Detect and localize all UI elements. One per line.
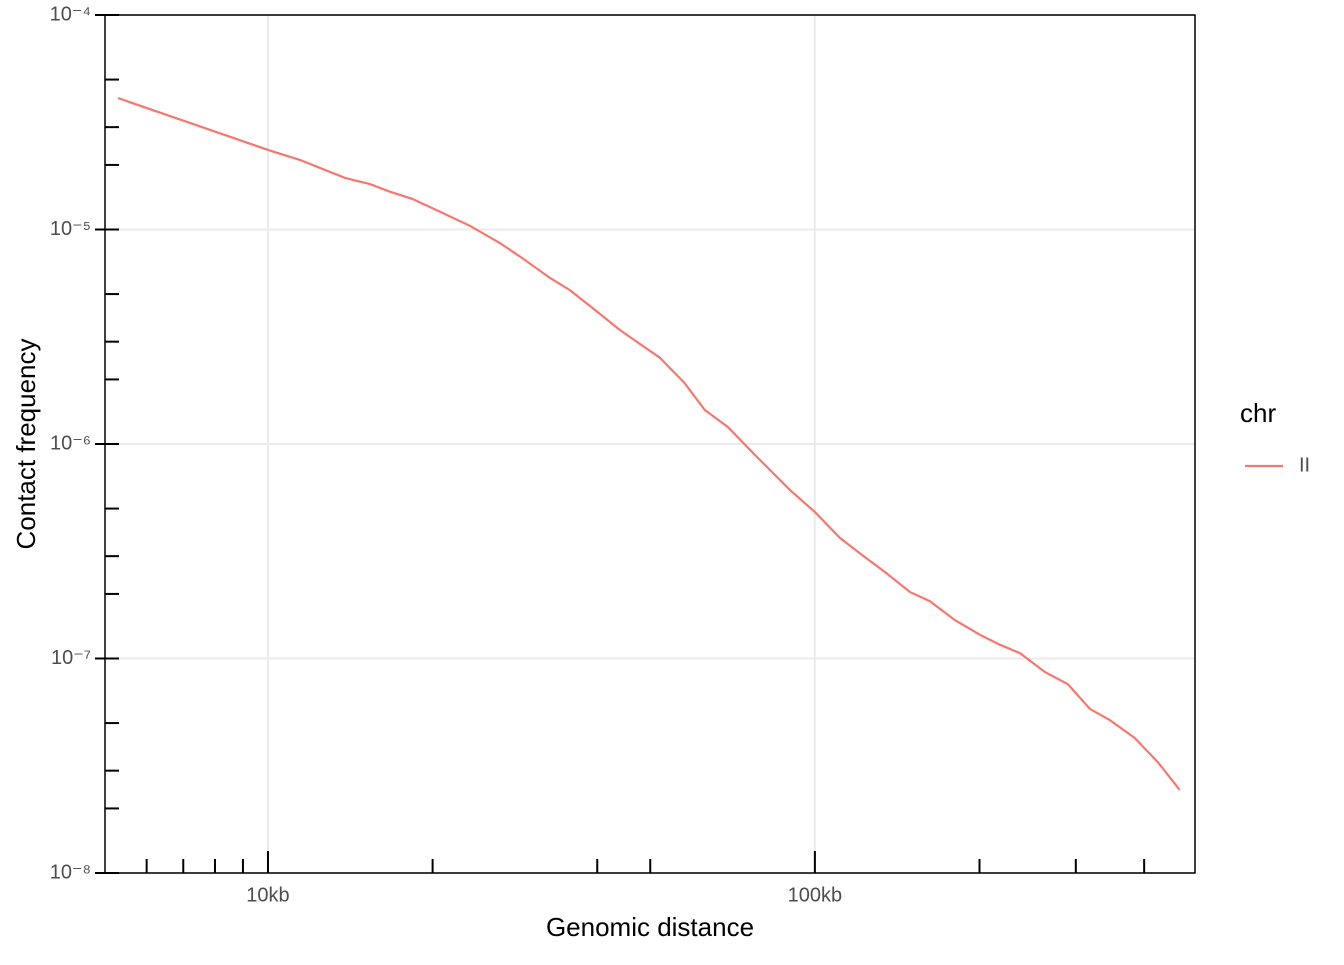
x-axis-title: Genomic distance [546,912,754,942]
x-tick-label: 100kb [788,884,843,906]
y-tick-label: 10⁻⁴ [50,3,91,25]
x-tick-label: 10kb [246,884,289,906]
y-tick-label: 10⁻⁶ [50,432,91,454]
y-tick-label: 10⁻⁸ [50,861,91,883]
legend-label: II [1299,454,1310,476]
panel-border [104,14,1196,874]
y-axis-title: Contact frequency [11,338,41,549]
legend-title: chr [1240,398,1276,428]
y-tick-label: 10⁻⁷ [51,647,91,669]
y-tick-label: 10⁻⁵ [50,218,91,240]
line [117,97,1181,791]
